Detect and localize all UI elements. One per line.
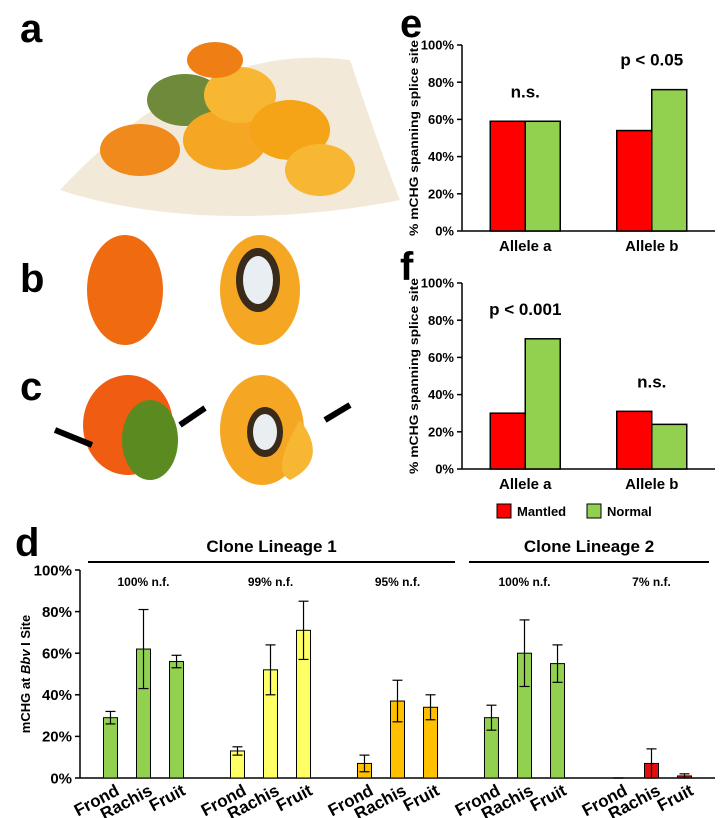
y-tick-label: 60% — [428, 112, 454, 127]
panel-label: c — [20, 365, 42, 409]
annotation: p < 0.001 — [489, 300, 561, 319]
y-tick-label: 60% — [428, 350, 454, 365]
error-bar — [392, 679, 403, 723]
bar — [102, 717, 118, 779]
x-tick-label: Fruit — [654, 781, 697, 816]
y-tick-label: 20% — [428, 424, 454, 439]
bar — [616, 410, 653, 470]
x-tick-label: Fruit — [527, 781, 570, 816]
legend-label: Normal — [607, 504, 652, 519]
error-bar — [552, 644, 563, 683]
x-tick-label: Allele b — [625, 238, 678, 255]
legend-swatch — [586, 503, 602, 519]
error-bar — [298, 600, 309, 661]
bar — [651, 88, 688, 232]
error-bar — [105, 710, 116, 725]
y-tick-label: 80% — [42, 604, 72, 621]
error-bar — [646, 748, 657, 779]
error-bar — [425, 694, 436, 721]
y-axis-label-part: mCHG at — [18, 674, 33, 733]
y-tick-label: 20% — [42, 729, 72, 746]
annotation: n.s. — [511, 82, 540, 101]
sample-label: 99% n.f. — [248, 575, 293, 589]
x-tick-label: Fruit — [273, 781, 316, 816]
annotation: n.s. — [637, 372, 666, 391]
sample-label: 95% n.f. — [375, 575, 420, 589]
error-bar — [359, 754, 370, 773]
panel-label: f — [400, 245, 414, 289]
y-tick-label: 0% — [435, 462, 454, 477]
y-axis-label-part: Bbv — [18, 649, 33, 674]
bar — [651, 423, 688, 470]
lineage-label: Clone Lineage 2 — [524, 537, 654, 556]
y-tick-label: 80% — [428, 75, 454, 90]
y-axis-label: % mCHG spanning splice site — [407, 40, 421, 236]
y-tick-label: 80% — [428, 313, 454, 328]
y-tick-label: 40% — [42, 687, 72, 704]
error-bar — [171, 654, 182, 669]
x-tick-label: Allele a — [499, 238, 552, 255]
panel-label: e — [400, 2, 422, 46]
bar — [169, 661, 185, 779]
x-tick-label: Fruit — [400, 781, 443, 816]
photo-fruit-b — [87, 235, 300, 345]
bar — [489, 120, 526, 232]
y-tick-label: 0% — [435, 224, 454, 239]
y-tick-label: 20% — [428, 186, 454, 201]
bar — [489, 412, 526, 470]
sample-label: 100% n.f. — [117, 575, 169, 589]
error-bar — [519, 619, 530, 688]
y-axis-label-part: I Site — [18, 615, 33, 650]
photo-fruit-c — [53, 375, 352, 485]
panel-label: a — [20, 7, 43, 51]
y-tick-label: 100% — [421, 38, 455, 53]
bar — [616, 129, 653, 232]
legend-label: Mantled — [517, 504, 566, 519]
bar — [524, 338, 561, 470]
error-bar — [138, 608, 149, 690]
y-tick-label: 100% — [34, 562, 72, 579]
y-axis-label: mCHG at Bbv I Site — [18, 615, 33, 733]
annotation: p < 0.05 — [620, 51, 683, 70]
lineage-label: Clone Lineage 1 — [206, 537, 336, 556]
panel-label: b — [20, 257, 44, 301]
error-bar — [265, 644, 276, 696]
legend-swatch — [496, 503, 512, 519]
y-tick-label: 0% — [50, 770, 72, 787]
error-bar — [679, 773, 690, 779]
y-tick-label: 100% — [421, 276, 455, 291]
error-bar — [486, 704, 497, 731]
x-tick-label: Allele b — [625, 476, 678, 493]
error-bar — [232, 746, 243, 756]
panel-label: d — [15, 521, 39, 565]
sample-label: 7% n.f. — [632, 575, 671, 589]
sample-label: 100% n.f. — [498, 575, 550, 589]
photo-bunch — [60, 42, 400, 216]
bar — [524, 120, 561, 232]
x-tick-label: Fruit — [146, 781, 189, 816]
y-axis-label: % mCHG spanning splice site — [407, 278, 421, 474]
x-tick-label: Allele a — [499, 476, 552, 493]
y-tick-label: 40% — [428, 149, 454, 164]
y-tick-label: 60% — [42, 645, 72, 662]
y-tick-label: 40% — [428, 387, 454, 402]
